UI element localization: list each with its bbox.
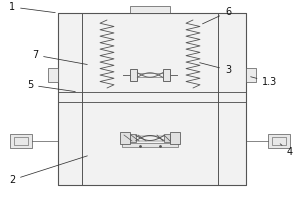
- Text: 1: 1: [9, 2, 55, 13]
- Bar: [58, 13, 246, 185]
- Bar: [170, 132, 180, 144]
- Text: 4: 4: [280, 144, 293, 157]
- Bar: [58, 13, 82, 102]
- Bar: [10, 134, 32, 148]
- Bar: [218, 13, 246, 102]
- Bar: [163, 69, 170, 81]
- Bar: [272, 137, 286, 145]
- Bar: [82, 13, 218, 102]
- Bar: [82, 92, 218, 185]
- Bar: [130, 6, 170, 13]
- Bar: [268, 134, 290, 148]
- Text: 2: 2: [9, 156, 87, 185]
- Text: 6: 6: [202, 7, 231, 24]
- Text: 1.3: 1.3: [251, 77, 278, 87]
- Bar: [130, 69, 137, 81]
- Bar: [48, 68, 58, 82]
- Text: 3: 3: [200, 63, 231, 75]
- Bar: [122, 143, 178, 147]
- Bar: [58, 92, 82, 185]
- Bar: [120, 132, 130, 144]
- Text: 7: 7: [32, 50, 87, 65]
- Bar: [246, 68, 256, 82]
- Text: 5: 5: [27, 80, 75, 92]
- Bar: [130, 134, 136, 142]
- Bar: [164, 134, 170, 142]
- Bar: [218, 92, 246, 185]
- Bar: [14, 137, 28, 145]
